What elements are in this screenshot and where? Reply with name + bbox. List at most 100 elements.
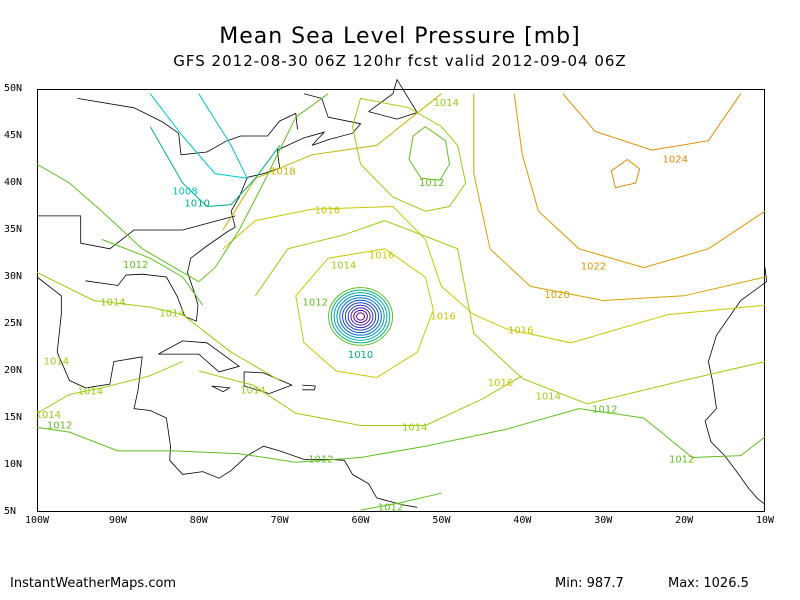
lat-tick: 40N: [4, 177, 23, 188]
isobar-label: 1014: [331, 261, 356, 272]
isobar-line: [473, 93, 766, 302]
isobar-label: 1016: [488, 378, 513, 389]
isobar-label: 1014: [100, 297, 125, 308]
isobar-label: 1010: [348, 350, 373, 361]
coastline-east-us: [85, 93, 362, 322]
lat-tick: 35N: [4, 224, 23, 235]
storm-ring: [339, 297, 382, 336]
puerto-rico: [302, 384, 316, 391]
lon-tick: 10W: [755, 515, 775, 526]
coastlines: [36, 78, 768, 508]
isobar-label: 1012: [123, 260, 148, 271]
isobar-label: 1014: [402, 422, 427, 433]
max-pressure: Max: 1026.5: [668, 576, 749, 591]
lon-tick: 20W: [675, 515, 694, 526]
isobar-line: [295, 248, 434, 379]
isobar-label: 1010: [184, 199, 209, 210]
map-title: Mean Sea Level Pressure [mb]: [219, 24, 581, 49]
isobar-label: 1022: [581, 262, 606, 273]
isobar-label: 1012: [47, 421, 72, 432]
storm-ring: [330, 289, 391, 344]
isobar-line: [36, 361, 183, 414]
storm-low-center: [328, 287, 394, 346]
storm-ring: [336, 294, 385, 339]
lon-tick: 60W: [351, 515, 370, 526]
min-pressure: Min: 987.7: [555, 576, 624, 591]
isobar-label: 1014: [434, 98, 459, 109]
state-borders: [37, 215, 236, 250]
isobar-line: [36, 93, 329, 283]
isobar-label: 1012: [669, 454, 694, 465]
isobar-line: [562, 93, 742, 151]
lon-tick: 90W: [108, 515, 127, 526]
isobar-label: 1012: [592, 405, 617, 416]
storm-ring: [356, 312, 366, 321]
isobar-line: [149, 93, 249, 179]
map-subtitle: GFS 2012-08-30 06Z 120hr fcst valid 2012…: [173, 52, 627, 70]
storm-ring: [342, 299, 380, 334]
hispaniola: [243, 371, 293, 395]
isobar-label: 1016: [430, 311, 455, 322]
isobar-label: 1024: [662, 155, 687, 166]
isobar-line: [513, 93, 766, 269]
isobar-label: 1016: [508, 326, 533, 337]
isobar-label: 1012: [378, 502, 403, 513]
lat-tick: 50N: [4, 83, 23, 94]
storm-ring: [350, 307, 371, 326]
lat-tick: 25N: [4, 318, 23, 329]
lat-tick: 45N: [4, 130, 23, 141]
isobar-labels: 1014 1018 1012 1024 1008 1010 1016 1016 1014 1022…: [36, 98, 695, 513]
lon-tick: 100W: [24, 515, 50, 526]
storm-ring: [333, 292, 388, 341]
isobar-line: [222, 93, 442, 231]
isobar-label: 1014: [78, 387, 103, 398]
isobar-line: [36, 271, 280, 381]
storm-ring: [347, 304, 374, 329]
isobar-line: [36, 408, 766, 463]
isobar-line: [101, 238, 204, 306]
isobar-label: 1018: [270, 167, 295, 178]
isobar-label: 1014: [36, 410, 61, 421]
cuba: [158, 340, 241, 373]
lat-tick: 10N: [4, 459, 23, 470]
isobar-line: [408, 125, 451, 181]
lon-tick: 80W: [189, 515, 208, 526]
isobar-label: 1020: [544, 290, 569, 301]
isobar-label: 1016: [369, 250, 394, 261]
storm-ring: [344, 302, 377, 331]
storm-ring: [328, 287, 394, 346]
isobar-label: 1016: [315, 205, 340, 216]
lon-tick: 50W: [432, 515, 451, 526]
isobar-label: 1012: [303, 297, 328, 308]
isobar-line: [149, 126, 281, 208]
isobar-label: 1012: [419, 178, 444, 189]
isobar-line: [351, 97, 467, 212]
isobar-line: [360, 492, 442, 511]
lat-tick: 20N: [4, 365, 23, 376]
lat-tick: 15N: [4, 412, 23, 423]
coastline-americas: [36, 276, 418, 508]
isobar-line: [222, 205, 766, 344]
coastline-africa: [704, 267, 768, 505]
newfoundland: [368, 78, 418, 120]
isobar-label: 1014: [159, 309, 184, 320]
isobar-line: [610, 158, 641, 189]
isobar-lines: [36, 93, 766, 511]
map-frame: [37, 89, 765, 512]
lat-tick: 5N: [4, 506, 17, 517]
canada-border: [77, 98, 298, 156]
lon-tick: 70W: [270, 515, 289, 526]
source-credit: InstantWeatherMaps.com: [10, 576, 177, 591]
jamaica: [211, 385, 231, 393]
isobar-label: 1014: [240, 386, 265, 397]
isobar-label: 1014: [535, 391, 560, 402]
lat-tick: 30N: [4, 271, 23, 282]
lon-tick: 40W: [513, 515, 532, 526]
isobar-label: 1014: [44, 357, 69, 368]
isobar-line: [254, 220, 766, 405]
lon-tick: 30W: [594, 515, 613, 526]
storm-ring: [353, 309, 368, 324]
isobar-label: 1008: [172, 186, 197, 197]
isobar-label: 1012: [308, 454, 333, 465]
